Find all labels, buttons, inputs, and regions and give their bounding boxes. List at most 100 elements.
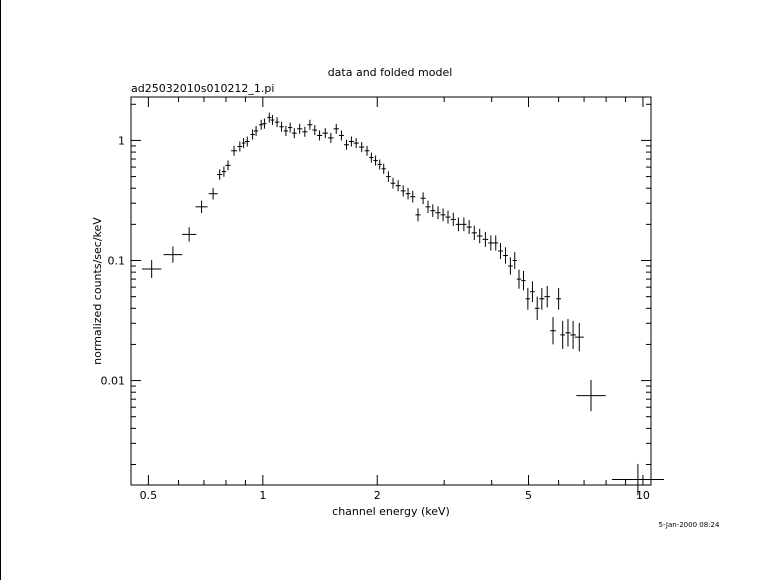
data-point [316,130,323,141]
data-point [353,138,359,149]
data-point [450,212,456,227]
data-point [348,136,354,147]
data-point [322,128,329,139]
data-point [237,141,243,152]
data-point [250,129,255,140]
data-point [471,225,477,240]
data-point [550,317,556,345]
data-point [364,145,370,156]
data-point [493,235,499,251]
data-point [521,270,526,291]
data-point [461,217,467,232]
data-point [344,139,349,150]
y-axis: 0.01 0.1 1 [101,103,651,466]
data-point [328,132,334,143]
data-point [288,122,293,133]
data-point [544,285,551,308]
data-point [208,187,218,200]
data-point [482,231,489,247]
y-axis-label: normalized counts/sec/keV [91,217,104,365]
data-point [142,260,162,278]
data-point [386,171,391,182]
data-point [435,206,441,220]
data-point [425,200,431,213]
data-point [216,169,223,180]
data-point [291,128,297,139]
data-point [390,177,396,189]
data-point [259,119,264,130]
data-point [488,235,494,251]
data-point [302,126,308,137]
data-point [279,121,284,132]
data-point [570,320,576,349]
data-point [225,160,231,171]
x-tick-label: 1 [259,489,266,502]
data-point [576,379,606,412]
data-point [283,125,289,136]
x-tick-label: 5 [525,489,532,502]
data-point [400,185,406,197]
data-point [241,138,246,149]
data-point [231,145,237,156]
data-point [516,269,522,289]
data-point [525,287,531,310]
data-point [338,130,345,141]
data-point [270,114,275,125]
data-point [508,257,513,275]
data-point [195,200,208,213]
data-point [262,118,267,129]
y-tick-label: 1 [118,134,125,147]
data-point [560,320,566,349]
data-point [377,159,382,170]
x-tick-label: 0.5 [140,489,158,502]
data-point [503,247,508,264]
data-point [530,281,535,303]
data-point [574,322,584,352]
data-point [445,210,451,224]
data-point [181,227,197,242]
data-point [539,287,545,310]
plot-frame [130,96,652,486]
x-tick-label: 2 [374,489,381,502]
data-point [430,204,436,217]
data-point [405,187,411,200]
data-point [244,136,250,147]
data-point [395,180,401,192]
data-point [307,119,313,130]
data-point [369,152,374,163]
data-point [333,123,339,134]
data-point [534,296,540,320]
data-point [312,125,318,136]
data-point [556,287,562,310]
data-point [415,208,421,222]
x-axis-label: channel energy (keV) [332,505,450,518]
data-point [611,463,664,496]
data-point [253,125,259,136]
x-tick-label: 10 [636,489,650,502]
y-tick-label: 0.01 [101,375,126,388]
data-point [512,252,517,269]
data-point [373,155,378,166]
timestamp: 5-Jan-2000 08:24 [659,521,720,529]
x-axis: 0.5 1 2 5 10 [140,97,650,502]
data-points [142,112,664,496]
data-point [498,243,503,259]
data-point [420,192,426,205]
y-tick-label: 0.1 [108,255,126,268]
data-point [381,163,386,174]
data-point [267,112,272,123]
data-point [221,166,226,177]
data-point [466,220,472,234]
data-point [358,142,365,153]
data-point [297,123,303,134]
left-border-line [0,0,1,580]
chart-title: data and folded model [328,66,453,79]
data-point [476,228,483,244]
chart-subtitle: ad25032010s010212_1.pi [131,82,274,95]
data-point [565,318,571,347]
data-point [410,190,416,203]
data-point [440,208,446,222]
data-point [163,246,183,263]
data-point [274,117,280,128]
